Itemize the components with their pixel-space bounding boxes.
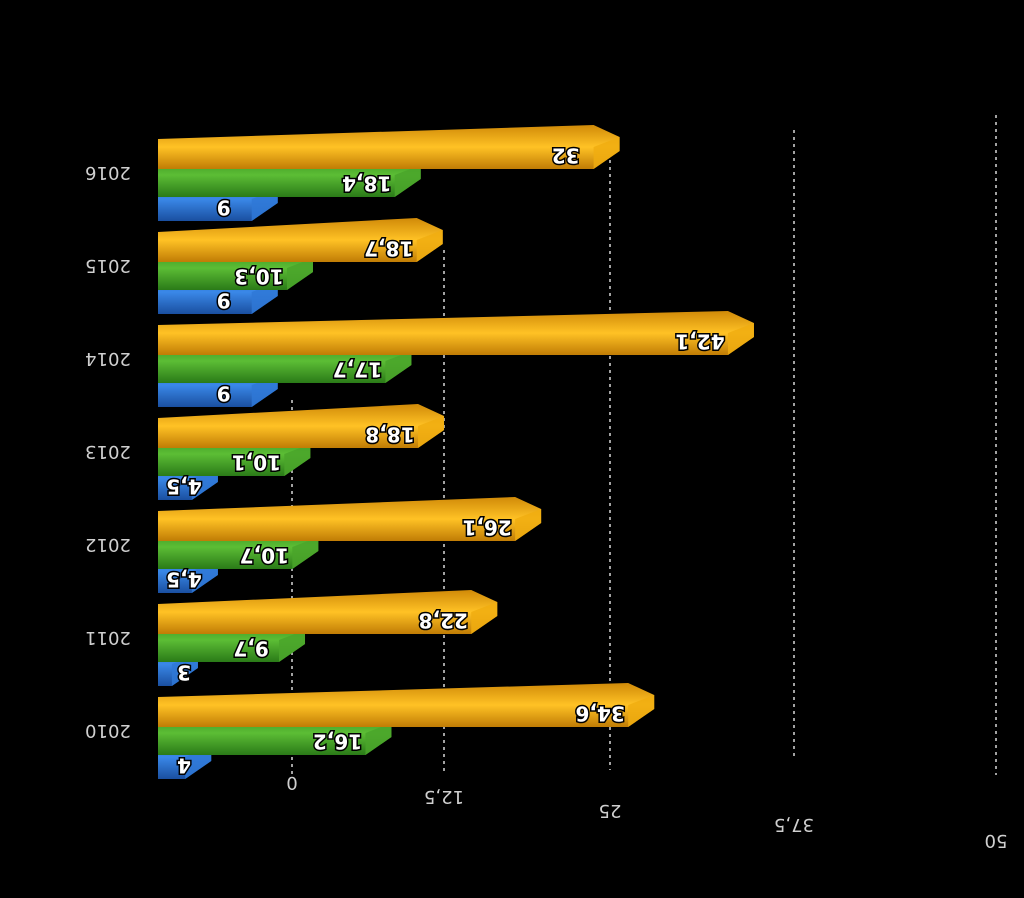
bar-end-cap bbox=[593, 137, 620, 169]
bar-end-cap bbox=[515, 509, 542, 541]
bar bbox=[158, 404, 445, 448]
y-category-label: 2010 bbox=[85, 720, 131, 741]
bar-end-cap bbox=[416, 230, 443, 262]
bar-end-cap bbox=[394, 165, 421, 197]
data-label: 18,4 bbox=[342, 172, 391, 196]
bar bbox=[158, 311, 754, 355]
x-tick-label: 25 bbox=[599, 800, 622, 821]
bar-end-cap bbox=[279, 630, 306, 662]
data-label: 9 bbox=[217, 196, 231, 220]
data-label: 10,3 bbox=[234, 265, 283, 289]
data-label: 9 bbox=[217, 289, 231, 313]
data-label: 4,5 bbox=[166, 568, 201, 592]
data-label: 4,5 bbox=[166, 475, 201, 499]
y-category-label: 2011 bbox=[85, 627, 131, 648]
bar bbox=[158, 125, 620, 169]
y-category-label: 2014 bbox=[85, 348, 131, 369]
data-label: 32 bbox=[552, 144, 580, 168]
y-category-label: 2016 bbox=[85, 162, 131, 183]
data-label: 26,1 bbox=[462, 516, 511, 540]
y-category-label: 2015 bbox=[85, 255, 131, 276]
x-tick-label: 37,5 bbox=[774, 814, 814, 835]
y-category-label: 2012 bbox=[85, 534, 131, 555]
bar-end-cap bbox=[365, 723, 392, 755]
x-tick-label: 0 bbox=[286, 772, 297, 793]
bar-end-cap bbox=[727, 323, 754, 355]
data-label: 22,8 bbox=[419, 609, 468, 633]
y-category-label: 2013 bbox=[85, 441, 131, 462]
bar-end-cap bbox=[292, 537, 319, 569]
data-label: 9 bbox=[217, 382, 231, 406]
gridlines bbox=[291, 115, 997, 775]
data-label: 3 bbox=[177, 661, 191, 685]
bar-end-cap bbox=[418, 416, 445, 448]
bar-end-cap bbox=[385, 351, 412, 383]
bar bbox=[158, 683, 655, 727]
data-label: 4 bbox=[177, 754, 191, 778]
bar-end-cap bbox=[284, 444, 311, 476]
bar bbox=[158, 497, 542, 541]
data-label: 9,7 bbox=[233, 637, 268, 661]
bar-end-cap bbox=[471, 602, 498, 634]
data-label: 10,1 bbox=[232, 451, 281, 475]
bars bbox=[158, 125, 754, 779]
data-label: 42,1 bbox=[675, 330, 724, 354]
x-tick-label: 50 bbox=[985, 830, 1008, 851]
labels: 0 12,5 25 37,5 50 2010 2011 2012 2013 2014 2015 201… bbox=[85, 142, 1008, 851]
bar bbox=[158, 590, 498, 634]
data-label: 34,6 bbox=[576, 702, 625, 726]
data-label: 17,7 bbox=[333, 358, 382, 382]
bar-end-cap bbox=[628, 695, 655, 727]
x-tick-label: 12,5 bbox=[424, 786, 464, 807]
data-label: 10,7 bbox=[240, 544, 289, 568]
bar-end-cap bbox=[286, 258, 313, 290]
bar bbox=[158, 218, 443, 262]
data-label: 18,8 bbox=[365, 423, 414, 447]
data-label: 16,2 bbox=[313, 730, 362, 754]
data-label: 18,7 bbox=[364, 237, 413, 261]
